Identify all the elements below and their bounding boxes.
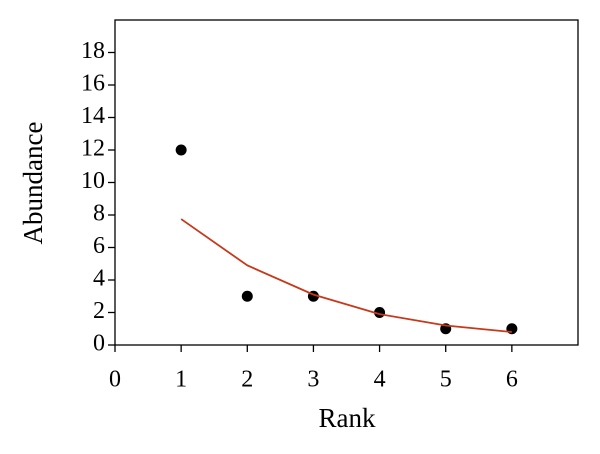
x-axis-label: Rank: [319, 403, 376, 433]
x-tick-label: 5: [440, 367, 452, 393]
x-tick-label: 3: [307, 367, 319, 393]
y-tick-label: 2: [93, 298, 105, 324]
x-tick-label: 2: [241, 367, 253, 393]
y-tick-label: 14: [81, 103, 105, 129]
y-tick-label: 6: [93, 233, 105, 259]
x-tick-label: 0: [109, 367, 121, 393]
x-tick-label: 1: [175, 367, 187, 393]
plot-frame: [114, 19, 579, 346]
x-tick-label: 6: [506, 367, 518, 393]
y-tick-label: 18: [81, 38, 105, 64]
data-point: [241, 290, 253, 302]
y-tick-label: 8: [93, 201, 105, 227]
y-tick-label: 4: [93, 266, 105, 292]
y-tick-label: 0: [93, 331, 105, 357]
y-tick-label: 12: [81, 136, 105, 162]
data-point: [506, 323, 518, 335]
y-tick-label: 16: [81, 71, 105, 97]
fit-line: [180, 218, 512, 333]
x-tick-label: 4: [374, 367, 386, 393]
y-tick-label: 10: [81, 168, 105, 194]
y-axis-label: Abundance: [18, 122, 48, 245]
data-point: [175, 144, 187, 156]
